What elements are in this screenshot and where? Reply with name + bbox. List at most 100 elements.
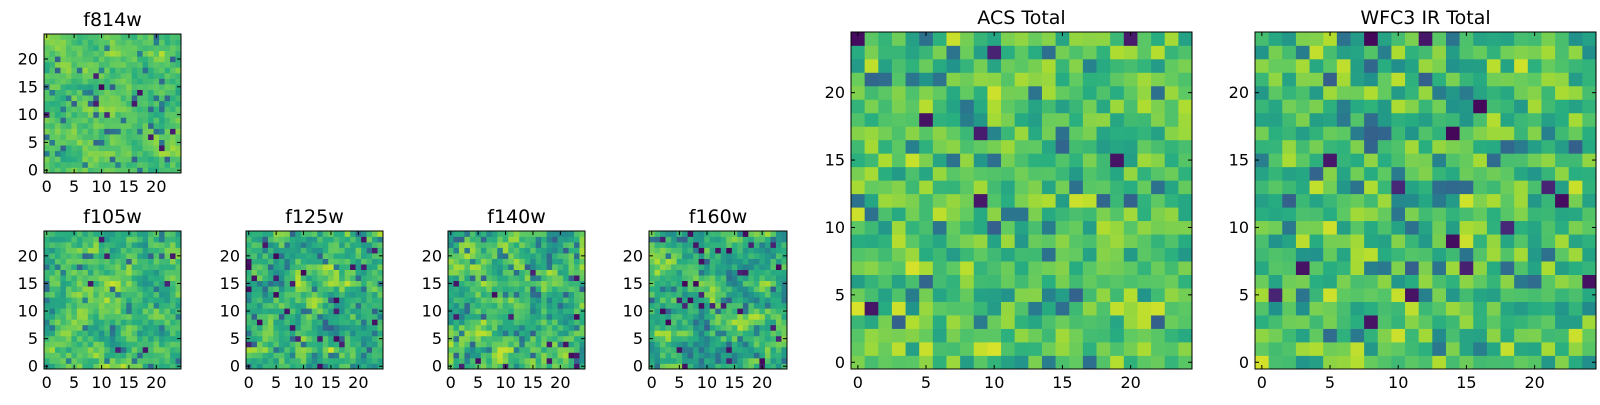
heatmap-cell <box>709 330 716 337</box>
heatmap-cell <box>1514 112 1529 127</box>
heatmap-cell <box>246 330 252 337</box>
heatmap-cell <box>546 313 553 320</box>
heatmap-cell <box>377 258 384 265</box>
heatmap-cell <box>1391 207 1406 222</box>
heatmap-cell <box>731 313 738 320</box>
heatmap-cell <box>1295 180 1310 195</box>
heatmap-cell <box>256 264 263 270</box>
heatmap-cell <box>76 156 83 163</box>
x-tick-label: 0 <box>853 373 863 392</box>
heatmap-cell <box>698 308 705 315</box>
heatmap-cell <box>1123 85 1138 100</box>
heatmap-cell <box>486 297 493 304</box>
heatmap-cell <box>71 134 78 140</box>
heatmap-cell <box>54 111 61 118</box>
heatmap-cell <box>76 161 83 168</box>
heatmap-cell <box>1486 247 1501 262</box>
heatmap-cell <box>126 357 133 364</box>
heatmap-cell <box>513 319 520 326</box>
heatmap-cell <box>878 112 893 127</box>
heatmap-cell <box>687 291 694 298</box>
heatmap-cell <box>148 111 154 118</box>
heatmap-cell <box>737 280 744 287</box>
heatmap-cell <box>350 319 356 326</box>
heatmap-cell <box>864 342 879 356</box>
heatmap-cell <box>682 231 688 237</box>
heatmap-cell <box>1096 99 1111 114</box>
heatmap-cell <box>137 84 143 90</box>
heatmap-cell <box>1364 32 1379 46</box>
heatmap-cell <box>159 78 165 85</box>
heatmap-cell <box>1405 126 1420 141</box>
heatmap-cell <box>905 193 920 208</box>
heatmap-cell <box>864 355 879 370</box>
heatmap-cell <box>579 231 586 237</box>
heatmap-cell <box>120 308 127 315</box>
heatmap-cell <box>322 302 329 309</box>
heatmap-cell <box>1582 207 1597 222</box>
heatmap-cell <box>1309 247 1324 262</box>
heatmap-cell <box>704 253 711 259</box>
heatmap-cell <box>267 341 274 348</box>
heatmap-cell <box>159 39 165 46</box>
heatmap-cell <box>453 335 460 342</box>
heatmap-cell <box>137 280 143 287</box>
heatmap-cell <box>137 363 143 370</box>
heatmap-cell <box>770 324 777 331</box>
heatmap-cell <box>295 253 302 259</box>
heatmap-cell <box>1541 234 1556 249</box>
heatmap-cell <box>891 99 906 114</box>
heatmap-cell <box>76 341 83 348</box>
heatmap-cell <box>1527 153 1542 168</box>
heatmap-cell <box>720 335 727 342</box>
heatmap-cell <box>54 231 61 237</box>
heatmap-cell <box>1178 139 1193 154</box>
heatmap-cell <box>720 297 727 304</box>
heatmap-cell <box>170 45 176 52</box>
heatmap-cell <box>448 302 454 309</box>
heatmap-cell <box>109 275 116 282</box>
heatmap-cell <box>1028 193 1043 208</box>
heatmap-cell <box>486 357 493 364</box>
heatmap-cell <box>1055 139 1070 154</box>
heatmap-cell <box>1473 99 1488 114</box>
heatmap-cell <box>660 308 666 315</box>
heatmap-cell <box>1295 274 1310 289</box>
heatmap-cell <box>65 357 72 364</box>
heatmap-cell <box>687 313 694 320</box>
heatmap-cell <box>137 308 143 315</box>
heatmap-cell <box>175 341 182 348</box>
heatmap-cell <box>256 297 263 304</box>
heatmap-cell <box>480 319 487 326</box>
heatmap-cell <box>1432 301 1447 316</box>
heatmap-cell <box>256 324 263 331</box>
heatmap-cell <box>720 269 727 276</box>
heatmap-cell <box>742 357 749 364</box>
heatmap-cell <box>973 139 988 154</box>
heatmap-cell <box>1268 301 1283 316</box>
heatmap-cell <box>262 242 269 248</box>
heatmap-cell <box>93 242 100 248</box>
heatmap-cell <box>469 313 476 320</box>
heatmap-cell <box>355 269 362 276</box>
heatmap-cell <box>541 357 547 364</box>
heatmap-cell <box>654 231 661 237</box>
heatmap-cell <box>142 286 149 293</box>
heatmap-cell <box>1568 180 1583 195</box>
heatmap-cell <box>665 313 672 320</box>
heatmap-cell <box>704 330 711 337</box>
heatmap-cell <box>262 324 269 331</box>
heatmap-cell <box>458 242 465 248</box>
heatmap-cell <box>1541 220 1556 235</box>
heatmap-cell <box>355 313 362 320</box>
heatmap-cell <box>120 269 127 276</box>
heatmap-cell <box>361 330 367 337</box>
heatmap-cell <box>1309 220 1324 235</box>
heatmap-cell <box>671 346 677 353</box>
heatmap-cell <box>142 139 149 146</box>
heatmap-cell <box>720 324 727 331</box>
heatmap-cell <box>704 269 711 276</box>
heatmap-cell <box>82 302 89 309</box>
heatmap-cell <box>1514 32 1529 46</box>
heatmap-cell <box>71 84 78 90</box>
